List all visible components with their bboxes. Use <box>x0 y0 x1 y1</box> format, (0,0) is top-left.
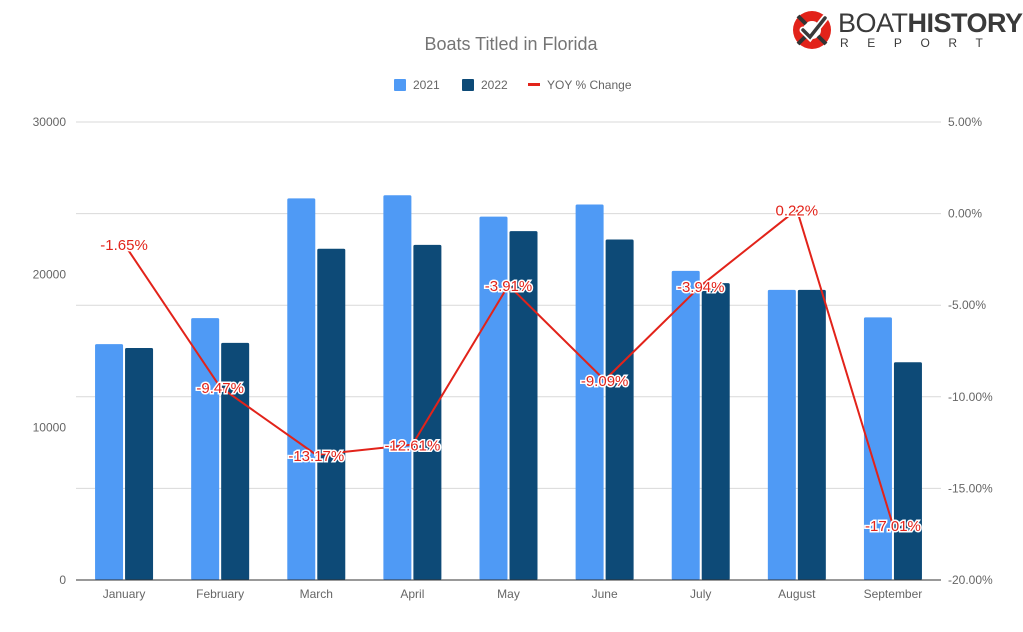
bar-2022 <box>605 239 634 580</box>
yoy-line <box>123 208 894 526</box>
left-tick-label: 0 <box>59 573 66 587</box>
chart-title: Boats Titled in Florida <box>424 34 598 54</box>
x-tick-label: March <box>300 587 333 601</box>
yoy-data-label: 0.22% <box>776 203 819 220</box>
bar-2022 <box>893 362 922 580</box>
bar-2021 <box>479 216 508 581</box>
logo-lifebuoy-icon <box>793 11 831 49</box>
yoy-data-label: -1.65% <box>100 237 148 254</box>
bar-2021 <box>863 317 892 580</box>
bar-2021 <box>383 195 412 580</box>
logo: BOATHISTORY REPORT <box>790 6 1023 54</box>
bar-2021 <box>767 289 796 580</box>
bar-2021 <box>287 198 316 581</box>
logo-wordmark: BOATHISTORY <box>838 8 1023 38</box>
right-axis: 5.00% 0.00% -5.00% -10.00% -15.00% -20.00% <box>948 115 993 587</box>
bar-2022 <box>509 231 538 580</box>
yoy-labels: -1.65% -9.47% -13.17% -12.61% -3.91% -9.09% -3… <box>99 201 923 537</box>
x-tick-label: September <box>864 587 923 601</box>
x-tick-label: February <box>196 587 244 601</box>
bars <box>95 195 922 581</box>
yoy-data-label: -12.61% <box>384 438 440 455</box>
yoy-data-label: -3.94% <box>677 279 725 296</box>
right-tick-label: -15.00% <box>948 481 993 495</box>
right-tick-label: -20.00% <box>948 573 993 587</box>
bar-2021 <box>95 344 124 580</box>
right-tick-label: 5.00% <box>948 115 982 129</box>
yoy-data-label: -13.17% <box>288 448 344 465</box>
left-tick-label: 10000 <box>33 420 67 434</box>
x-tick-label: January <box>103 587 146 601</box>
left-axis: 0 10000 20000 30000 <box>33 115 67 587</box>
x-tick-label: August <box>778 587 816 601</box>
grid <box>76 121 941 489</box>
bar-2022 <box>317 248 346 581</box>
legend-label: 2022 <box>481 78 508 92</box>
legend-swatch <box>462 79 474 91</box>
right-tick-label: -5.00% <box>948 298 986 312</box>
bar-2022 <box>797 289 826 580</box>
bar-2021 <box>191 318 220 580</box>
bar-2022 <box>125 347 154 580</box>
logo-subtitle: REPORT <box>840 36 1002 50</box>
yoy-series-line <box>123 208 894 526</box>
left-tick-label: 20000 <box>33 268 67 282</box>
x-tick-label: June <box>592 587 618 601</box>
x-tick-label: July <box>690 587 711 601</box>
right-tick-label: 0.00% <box>948 207 982 221</box>
bar-2021 <box>575 204 604 580</box>
right-tick-label: -10.00% <box>948 390 993 404</box>
yoy-data-label: -9.09% <box>581 373 629 390</box>
bar-2022 <box>413 244 442 580</box>
x-tick-label: May <box>497 587 520 601</box>
yoy-data-label: -17.01% <box>865 518 921 535</box>
bar-2022 <box>701 283 730 580</box>
bar-2021 <box>671 270 700 580</box>
left-tick-label: 30000 <box>33 115 67 129</box>
yoy-data-label: -9.47% <box>196 380 244 397</box>
legend-label: 2021 <box>413 78 440 92</box>
legend-swatch <box>394 79 406 91</box>
legend-swatch-yoy <box>528 83 540 86</box>
x-tick-label: April <box>400 587 424 601</box>
bar-2022 <box>221 342 250 580</box>
legend: 2021 2022 YOY % Change <box>394 78 632 92</box>
x-axis: January February March April May June July Augu… <box>76 579 941 601</box>
legend-label: YOY % Change <box>547 78 632 92</box>
yoy-data-label: -3.91% <box>485 278 533 295</box>
